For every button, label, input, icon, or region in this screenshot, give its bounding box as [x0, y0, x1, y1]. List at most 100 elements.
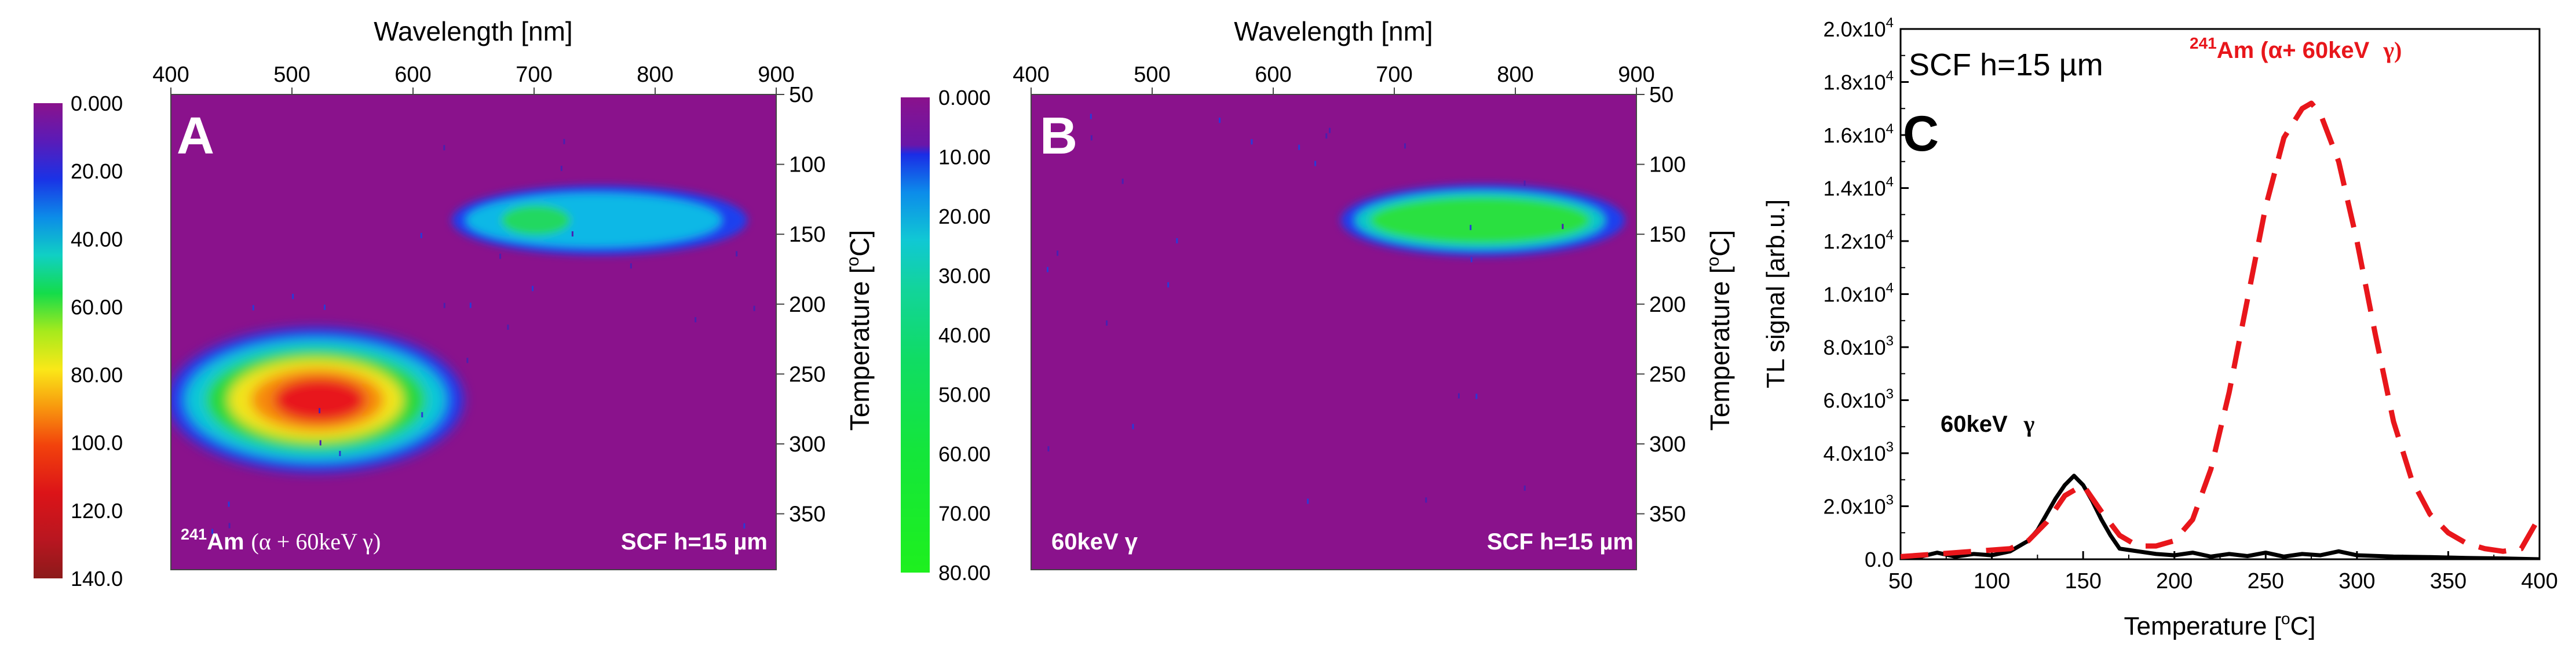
- heatmap-noise-speck: [319, 408, 321, 414]
- panel-b-frame: [1031, 94, 1637, 570]
- heatmap-noise-speck: [1251, 139, 1253, 145]
- heatmap-noise-speck: [1523, 180, 1526, 186]
- heatmap-noise-speck: [339, 450, 341, 456]
- heatmap-noise-speck: [736, 251, 738, 257]
- panel-c-series-line-am241: [1901, 100, 2540, 559]
- panel-c-y-tick-label: 1.8x104: [1824, 68, 1894, 94]
- panel-a-blob-high-temp-red: [273, 378, 366, 422]
- panel-b-sample-annotation: SCF h=15 µm: [1487, 529, 1634, 555]
- heatmap-noise-speck: [1167, 282, 1170, 287]
- heatmap-noise-speck: [630, 263, 632, 269]
- heatmap-noise-speck: [1121, 178, 1124, 184]
- panel-a-y-tick-label: 200: [789, 293, 825, 317]
- panel-c-x-axis-label: Temperature [oC]: [2124, 610, 2315, 640]
- heatmap-noise-speck: [571, 231, 573, 237]
- panel-a-sample-annotation: SCF h=15 µm: [621, 529, 768, 555]
- panel-a-x-tick-label: 900: [758, 63, 794, 87]
- panel-b-colorbar-tick-label: 70.00: [938, 502, 991, 526]
- panel-c-series-label-gamma: 60keV γ: [1941, 411, 2035, 437]
- panel-a-colorbar-tick-label: 60.00: [71, 295, 123, 319]
- panel-b-y-tick-label: 150: [1649, 223, 1686, 247]
- panel-a-heatmap: 400 500 600 700 800 900 50100150200250300350 …: [34, 16, 875, 591]
- heatmap-noise-speck: [420, 232, 422, 238]
- panel-c-y-tick-label: 1.2x104: [1824, 227, 1894, 253]
- panel-c-series: [1901, 100, 2540, 559]
- heatmap-noise-speck: [323, 304, 326, 310]
- heatmap-noise-speck: [1425, 497, 1427, 503]
- panel-a-plot-area: [171, 94, 776, 570]
- heatmap-noise-speck: [563, 139, 565, 144]
- heatmap-noise-speck: [507, 325, 509, 330]
- panel-c-x-ticks: 50 100 150 200 250 300 350 400: [1888, 551, 2558, 593]
- panel-c-y-tick-label: 4.0x103: [1824, 439, 1894, 465]
- panel-a-colorbar-tick-label: 40.00: [71, 227, 123, 251]
- heatmap-noise-speck: [292, 294, 294, 300]
- panel-c-plot-area: [1899, 28, 2541, 560]
- heatmap-noise-speck: [1047, 446, 1050, 451]
- panel-b-colorbar-tick-label: 10.00: [938, 145, 991, 169]
- heatmap-noise-speck: [1470, 225, 1472, 231]
- panel-a-frame: [170, 94, 777, 570]
- panel-b-x-axis-label: Wavelength [nm]: [1234, 16, 1433, 46]
- heatmap-noise-speck: [531, 286, 534, 292]
- panel-b-letter: B: [1040, 107, 1077, 165]
- panel-b-blob-green: [1370, 197, 1590, 243]
- panel-a-x-tick-label: 800: [637, 63, 673, 87]
- panel-a-colorbar-ticks: 0.000 20.00 40.00 60.00 80.00 100.0 120.0 140.0: [71, 92, 123, 591]
- panel-a-colorbar-tick-label: 140.0: [71, 567, 123, 591]
- panel-b-y-tick-label: 200: [1649, 293, 1686, 317]
- heatmap-noise-speck: [743, 523, 746, 529]
- panel-b-colorbar-tick-label: 20.00: [938, 205, 991, 228]
- heatmap-noise-speck: [443, 145, 445, 151]
- panel-a-x-ticks: 400 500 600 700 800 900: [152, 63, 795, 94]
- heatmap-noise-specks: [1047, 114, 1564, 504]
- heatmap-noise-speck: [1307, 498, 1309, 504]
- panel-a-colorbar-tick-label: 20.00: [71, 159, 123, 183]
- panel-b-y-ticks: 50 100 150 200 250 300 350: [1636, 83, 1686, 527]
- panel-b-y-tick-label: 300: [1649, 432, 1686, 457]
- heatmap-noise-speck: [228, 501, 230, 507]
- panel-a-colorbar-tick-label: 120.0: [71, 499, 123, 523]
- heatmap-noise-speck: [1470, 257, 1472, 263]
- panel-b-y-tick-label: 350: [1649, 502, 1686, 527]
- panel-a-colorbar: [34, 103, 63, 578]
- heatmap-noise-speck: [499, 253, 502, 259]
- panel-a-y-tick-label: 300: [789, 432, 825, 457]
- heatmap-noise-speck: [560, 166, 562, 172]
- panel-c-x-tick-label: 350: [2430, 569, 2467, 593]
- heatmap-noise-speck: [753, 305, 755, 311]
- heatmap-noise-speck: [1176, 238, 1178, 243]
- panel-c-x-tick-label: 200: [2156, 569, 2193, 593]
- heatmap-noise-speck: [1132, 424, 1134, 429]
- heatmap-noise-speck: [1475, 394, 1478, 399]
- heatmap-noise-speck: [1404, 143, 1406, 149]
- panel-a-x-axis-label: Wavelength [nm]: [374, 16, 572, 46]
- heatmap-noise-speck: [1057, 250, 1059, 256]
- panel-b-y-tick-label: 250: [1649, 362, 1686, 387]
- panel-b-source-annotation: 60keV γ: [1051, 529, 1138, 555]
- panel-c-letter: C: [1903, 106, 1939, 162]
- heatmap-noise-speck: [1562, 224, 1564, 230]
- panel-a-x-tick-label: 700: [516, 63, 552, 87]
- panel-a-y-ticks: 50 100 150 200 250 300 350: [776, 83, 825, 527]
- panel-b-colorbar-tick-label: 0.000: [938, 86, 991, 110]
- heatmap-noise-speck: [1106, 320, 1108, 326]
- heatmap-noise-speck: [1090, 114, 1092, 119]
- panel-c-y-axis-label: TL signal [arb.u.]: [1762, 199, 1790, 388]
- panel-a-colorbar-tick-label: 80.00: [71, 363, 123, 387]
- panel-c-x-tick-label: 100: [1974, 569, 2010, 593]
- panel-b-colorbar: [901, 97, 930, 573]
- panel-a-y-tick-label: 50: [789, 83, 813, 107]
- panel-a-blob-low-temp-green: [501, 205, 571, 235]
- panel-b-plot-area: [1031, 94, 1636, 570]
- panel-c-y-tick-label: 1.0x104: [1824, 280, 1894, 307]
- heatmap-noise-speck: [1314, 161, 1317, 166]
- panel-c-series-line-60kev-gamma: [1901, 473, 2540, 559]
- panel-a-y-tick-label: 350: [789, 502, 825, 527]
- panel-c-title: SCF h=15 µm: [1909, 48, 2103, 82]
- heatmap-noise-speck: [211, 529, 214, 534]
- panel-b-x-tick-label: 900: [1618, 63, 1654, 87]
- panel-c-y-tick-label: 1.6x104: [1824, 121, 1894, 147]
- panel-b-colorbar-tick-label: 40.00: [938, 323, 991, 347]
